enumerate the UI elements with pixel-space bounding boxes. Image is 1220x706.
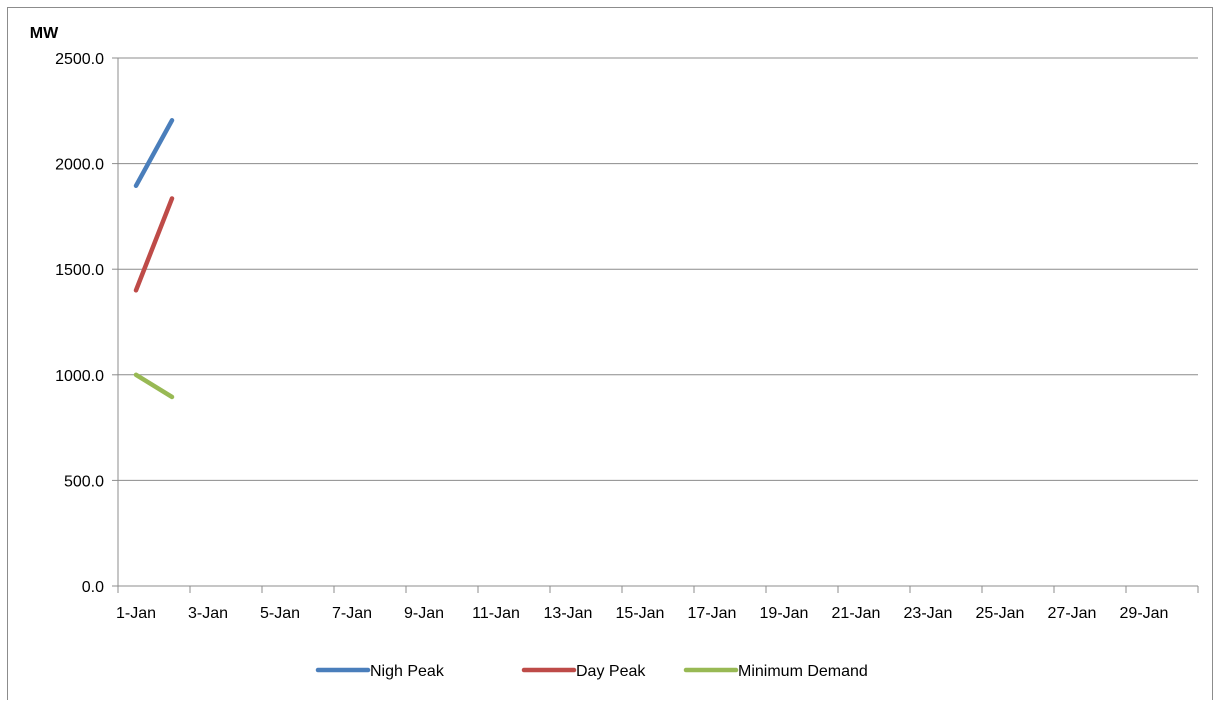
x-tick-label: 13-Jan xyxy=(544,605,593,622)
x-tick-label: 1-Jan xyxy=(116,605,156,622)
series-line xyxy=(133,118,175,189)
legend-label: Nigh Peak xyxy=(370,663,445,680)
y-axis-ticks: 0.0 500.0 1000.0 1500.0 2000.0 2500.0 xyxy=(55,51,118,596)
x-tick-label: 29-Jan xyxy=(1120,605,1169,622)
x-tick-label: 17-Jan xyxy=(688,605,737,622)
x-tick-label: 23-Jan xyxy=(904,605,953,622)
legend: Nigh Peak Day Peak Minimum Demand xyxy=(315,663,868,680)
series-line xyxy=(133,372,175,400)
x-tick-label: 9-Jan xyxy=(404,605,444,622)
y-tick-label: 0.0 xyxy=(82,579,104,596)
y-tick-label: 500.0 xyxy=(64,473,104,490)
x-tick-label: 15-Jan xyxy=(616,605,665,622)
x-tick-label: 21-Jan xyxy=(832,605,881,622)
series-line xyxy=(133,196,175,293)
legend-label: Minimum Demand xyxy=(738,663,868,680)
series-lines xyxy=(133,118,175,400)
x-tick-label: 5-Jan xyxy=(260,605,300,622)
legend-label: Day Peak xyxy=(576,663,646,680)
gridlines xyxy=(118,57,1198,481)
x-tick-label: 3-Jan xyxy=(188,605,228,622)
chart-frame xyxy=(7,7,1213,700)
x-tick-label: 11-Jan xyxy=(472,605,520,622)
y-tick-label: 2000.0 xyxy=(55,157,104,174)
x-tick-label: 7-Jan xyxy=(332,605,372,622)
x-tick-label: 19-Jan xyxy=(760,605,809,622)
y-axis-label: MW xyxy=(30,25,59,42)
y-tick-label: 2500.0 xyxy=(55,51,104,68)
x-tick-label: 27-Jan xyxy=(1048,605,1097,622)
x-axis: 1-Jan 3-Jan 5-Jan 7-Jan 9-Jan 11-Jan 13-Jan 15-… xyxy=(116,58,1199,622)
y-tick-label: 1500.0 xyxy=(55,262,104,279)
x-tick-label: 25-Jan xyxy=(976,605,1025,622)
y-tick-label: 1000.0 xyxy=(55,368,104,385)
